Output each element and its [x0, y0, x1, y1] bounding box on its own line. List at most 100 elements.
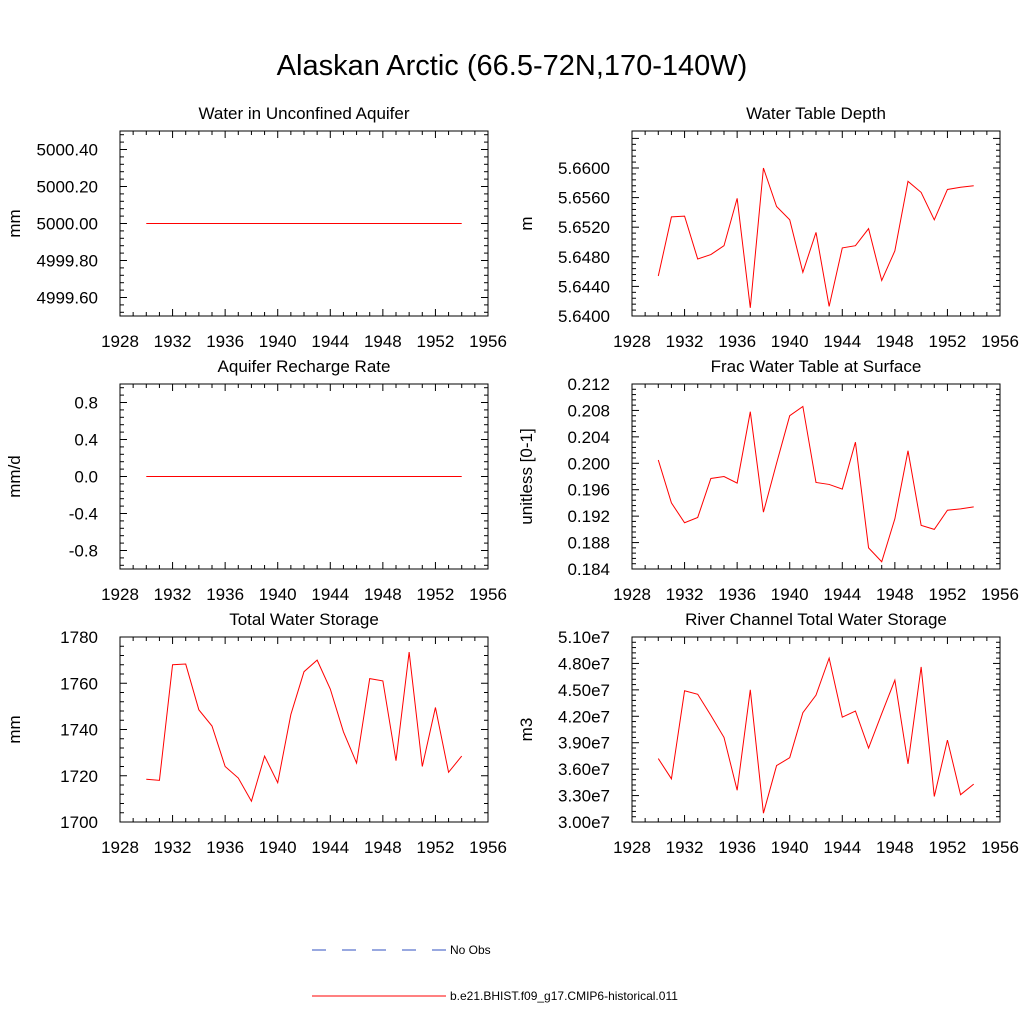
x-tick-label: 1952 — [417, 838, 455, 857]
y-tick-label: 1740 — [60, 721, 98, 740]
x-tick-label: 1948 — [876, 585, 914, 604]
y-tick-label: 5.6440 — [558, 277, 610, 296]
x-tick-label: 1948 — [876, 332, 914, 351]
y-tick-label: 1760 — [60, 674, 98, 693]
tick-marks — [119, 131, 489, 316]
legend-label-model: b.e21.BHIST.f09_g17.CMIP6-historical.011 — [450, 989, 678, 1003]
legend-label-no-obs: No Obs — [450, 943, 491, 957]
y-tick-label: 5000.20 — [37, 178, 98, 197]
panel-aquifer-recharge-rate: Aquifer Recharge Rate mm/d 1928 1932 1936 194… — [5, 357, 507, 604]
x-tick-label: 1944 — [311, 585, 349, 604]
y-tick-label: 0.196 — [567, 481, 610, 500]
y-tick-label: 0.188 — [567, 534, 610, 553]
y-tick-label: 0.200 — [567, 454, 610, 473]
y-axis-label: mm — [5, 209, 24, 237]
plot-frame — [631, 636, 1001, 823]
y-tick-label: 0.4 — [74, 431, 98, 450]
series-line — [657, 167, 974, 308]
y-tick-label: 0.212 — [567, 375, 610, 394]
y-tick-label: 3.00e7 — [558, 813, 610, 832]
panel-water-table-depth: Water Table Depth m 1928 1932 1936 1940 1944 19… — [517, 104, 1019, 351]
y-tick-label: 4999.80 — [37, 252, 98, 271]
y-axis-label: mm — [5, 715, 24, 743]
x-tick-label: 1936 — [206, 585, 244, 604]
panel-title: Frac Water Table at Surface — [711, 357, 922, 376]
page-title: Alaskan Arctic (66.5-72N,170-140W) — [276, 50, 748, 82]
x-tick-label: 1940 — [259, 838, 297, 857]
x-tick-label: 1948 — [364, 838, 402, 857]
y-tick-label: 5000.40 — [37, 141, 98, 160]
x-tick-label: 1928 — [613, 838, 651, 857]
x-tick-label: 1932 — [666, 332, 704, 351]
legend: No Obs b.e21.BHIST.f09_g17.CMIP6-histori… — [312, 943, 678, 1003]
x-tick-label: 1940 — [259, 585, 297, 604]
y-axis-label: m — [517, 216, 536, 230]
x-tick-label: 1944 — [823, 838, 861, 857]
y-tick-label: 5.6400 — [558, 307, 610, 326]
x-tick-label: 1932 — [154, 838, 192, 857]
x-tick-label: 1956 — [469, 585, 507, 604]
x-tick-label: 1956 — [469, 838, 507, 857]
y-axis-label: m3 — [517, 718, 536, 742]
panels-group: Water in Unconfined Aquifer mm 1928 1932 193… — [5, 104, 1019, 857]
x-tick-label: 1952 — [929, 585, 967, 604]
x-tick-label: 1932 — [666, 838, 704, 857]
x-tick-label: 1948 — [364, 332, 402, 351]
y-tick-label: 0.208 — [567, 401, 610, 420]
y-tick-label: 1780 — [60, 628, 98, 647]
x-tick-label: 1956 — [981, 838, 1019, 857]
x-tick-label: 1936 — [718, 838, 756, 857]
x-tick-label: 1952 — [417, 332, 455, 351]
y-tick-label: 5.6480 — [558, 248, 610, 267]
series-line — [657, 405, 974, 563]
x-tick-label: 1936 — [718, 585, 756, 604]
x-tick-label: 1944 — [823, 585, 861, 604]
y-tick-label: 4.20e7 — [558, 707, 610, 726]
y-tick-label: -0.8 — [69, 542, 98, 561]
panel-water-unconfined-aquifer: Water in Unconfined Aquifer mm 1928 1932 193… — [5, 104, 507, 351]
x-tick-label: 1932 — [666, 585, 704, 604]
x-tick-label: 1952 — [417, 585, 455, 604]
y-tick-label: 5.6600 — [558, 159, 610, 178]
panel-frac-water-table-surface: Frac Water Table at Surface unitless [0-1… — [517, 357, 1019, 604]
y-tick-label: 4.50e7 — [558, 681, 610, 700]
panel-title: Water Table Depth — [746, 104, 886, 123]
x-tick-label: 1936 — [206, 332, 244, 351]
series-line — [146, 651, 463, 803]
x-tick-label: 1940 — [771, 838, 809, 857]
y-tick-label: 4.80e7 — [558, 654, 610, 673]
x-tick-label: 1928 — [101, 838, 139, 857]
x-tick-label: 1932 — [154, 332, 192, 351]
y-tick-label: 0.0 — [74, 468, 98, 487]
y-tick-label: 3.30e7 — [558, 787, 610, 806]
y-tick-label: 3.90e7 — [558, 734, 610, 753]
plot-frame — [631, 383, 1001, 570]
x-tick-label: 1928 — [613, 585, 651, 604]
y-tick-label: 1720 — [60, 767, 98, 786]
y-axis-label: mm/d — [5, 455, 24, 498]
x-tick-label: 1956 — [981, 585, 1019, 604]
y-tick-label: 5.6560 — [558, 189, 610, 208]
x-tick-label: 1944 — [311, 332, 349, 351]
x-tick-label: 1956 — [981, 332, 1019, 351]
x-tick-label: 1936 — [206, 838, 244, 857]
x-tick-label: 1952 — [929, 838, 967, 857]
panel-total-water-storage: Total Water Storage mm 1928 1932 1936 1940 194… — [5, 610, 507, 857]
x-tick-label: 1948 — [876, 838, 914, 857]
x-tick-label: 1952 — [929, 332, 967, 351]
panel-river-channel-storage: River Channel Total Water Storage m3 1928 1… — [517, 610, 1019, 857]
y-tick-label: 1700 — [60, 813, 98, 832]
x-tick-label: 1944 — [823, 332, 861, 351]
y-axis-label: unitless [0-1] — [517, 428, 536, 524]
tick-marks — [119, 384, 489, 569]
x-tick-label: 1928 — [101, 585, 139, 604]
panel-title: River Channel Total Water Storage — [685, 610, 947, 629]
y-tick-label: 0.184 — [567, 560, 610, 579]
x-tick-label: 1948 — [364, 585, 402, 604]
y-tick-label: 5000.00 — [37, 215, 98, 234]
y-tick-label: 5.10e7 — [558, 628, 610, 647]
tick-marks — [631, 636, 1001, 823]
tick-marks — [631, 383, 1001, 570]
panel-title: Aquifer Recharge Rate — [218, 357, 391, 376]
